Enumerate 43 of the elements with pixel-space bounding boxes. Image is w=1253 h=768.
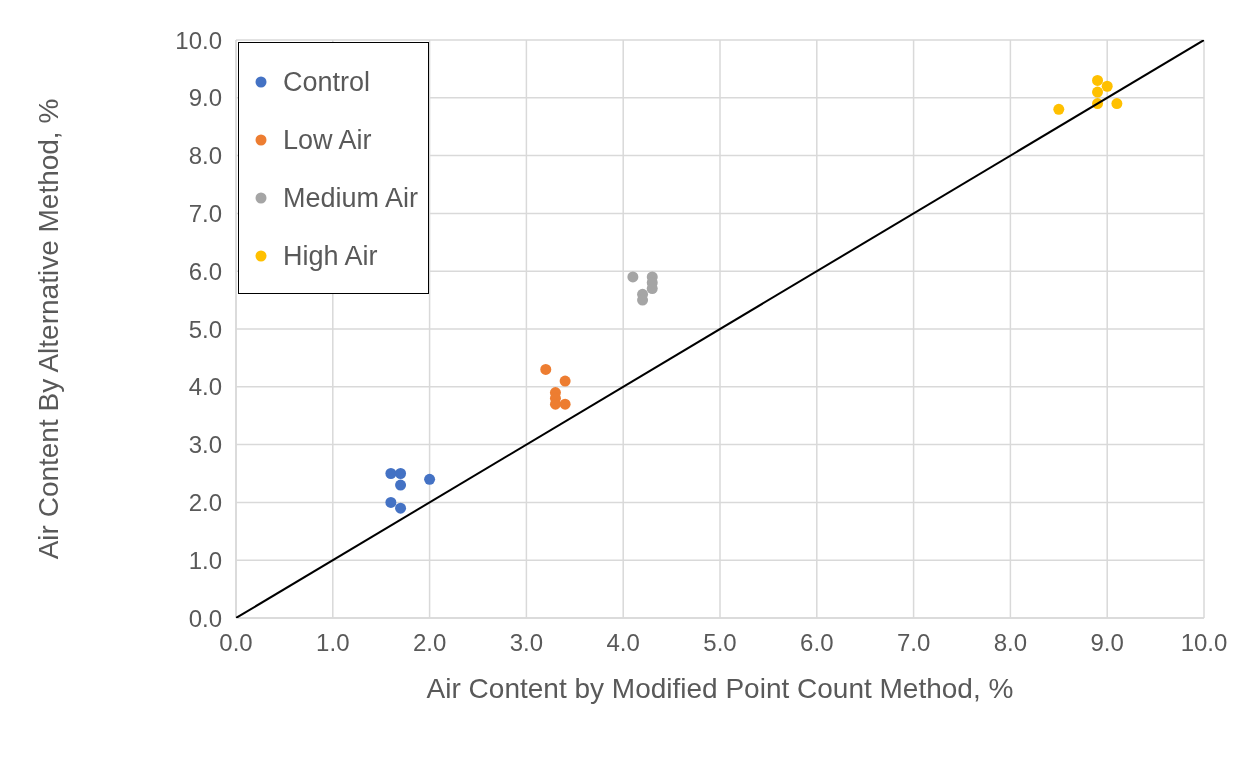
x-axis-title: Air Content by Modified Point Count Method, %	[426, 673, 1014, 704]
legend-label: Low Air	[283, 124, 372, 156]
x-tick-label: 9.0	[1090, 629, 1124, 657]
x-tick-label: 6.0	[800, 629, 834, 657]
point	[385, 496, 397, 508]
y-tick-label: 8.0	[188, 142, 222, 170]
x-tick-label: 7.0	[896, 629, 931, 657]
point	[385, 468, 397, 479]
x-tick-label: 3.0	[509, 629, 544, 657]
y-tick-label: 1.0	[188, 546, 222, 574]
point	[1101, 80, 1113, 92]
y-tick-label: 4.0	[188, 373, 222, 401]
point	[559, 398, 571, 410]
x-tick-label: 1.0	[316, 629, 350, 657]
y-tick-label: 5.0	[188, 315, 222, 343]
point	[559, 375, 571, 387]
x-tick-label: 0.0	[219, 629, 253, 657]
y-tick-label: 0.0	[188, 604, 222, 632]
point	[395, 502, 407, 514]
point	[627, 271, 639, 283]
y-tick-label: 9.0	[188, 84, 222, 112]
x-tick-label: 10.0	[1180, 629, 1228, 657]
point	[424, 473, 436, 485]
legend-label: High Air	[283, 240, 378, 272]
point	[1111, 98, 1123, 110]
y-tick-label: 3.0	[188, 431, 222, 459]
point	[1092, 86, 1104, 98]
y-axis-title: Air Content By Alternative Method, %	[32, 98, 64, 560]
point	[1092, 74, 1104, 86]
legend-label: Medium Air	[283, 182, 419, 214]
x-tick-label: 4.0	[606, 629, 640, 657]
point	[395, 479, 407, 491]
y-tick-label: 6.0	[188, 257, 222, 285]
x-tick-label: 5.0	[703, 629, 737, 657]
x-tick-label: 2.0	[412, 629, 447, 657]
point	[395, 468, 407, 479]
y-tick-label: 10.0	[175, 26, 222, 54]
point	[540, 363, 552, 375]
x-tick-label: 8.0	[993, 629, 1028, 657]
point	[1053, 103, 1065, 115]
y-tick-label: 7.0	[188, 199, 222, 227]
y-tick-label: 2.0	[188, 488, 222, 516]
legend-label: Control	[283, 66, 371, 98]
